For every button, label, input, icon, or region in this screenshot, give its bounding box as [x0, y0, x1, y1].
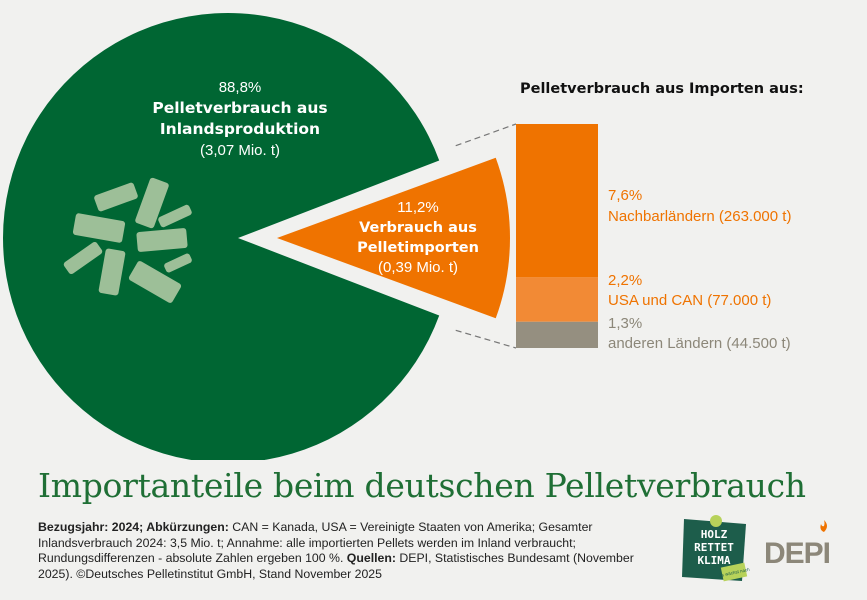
import-amount: (0,39 Mio. t) [378, 259, 458, 276]
segment-label-2: anderen Ländern (44.500 t) [608, 335, 791, 352]
footnote-label-2: Quellen: [346, 551, 396, 565]
pellet-shape-0 [94, 182, 138, 212]
segment-percent-1: 2,2% [608, 272, 642, 289]
pellet-shape-5 [63, 241, 103, 275]
import-label-1: Verbrauch aus [359, 220, 477, 236]
pellet-shape-3 [158, 204, 192, 228]
pie-slice-import [277, 157, 510, 319]
svg-text:DEPI: DEPI [764, 537, 830, 568]
segment-label-1: USA und CAN (77.000 t) [608, 292, 771, 309]
pellets-icon [63, 177, 192, 303]
pellet-shape-7 [128, 261, 182, 303]
pie-of-bar-chart: 88,8% Pelletverbrauch aus Inlandsprodukt… [3, 13, 804, 460]
pellet-shape-2 [72, 213, 126, 243]
inland-label-1: Pelletverbrauch aus [152, 99, 327, 117]
connector-line-top [455, 123, 517, 147]
inland-percent: 88,8% [219, 79, 262, 96]
bar-segment-2 [516, 321, 598, 348]
breakdown-title: Pelletverbrauch aus Importen aus: [520, 81, 804, 97]
pellet-shape-1 [135, 177, 169, 229]
footnote-text-1: CAN = Kanada, USA = Vereinigte Staaten v… [38, 520, 593, 565]
inland-amount: (3,07 Mio. t) [200, 142, 280, 159]
svg-text:RETTET: RETTET [694, 541, 734, 554]
bar-segment-0 [516, 124, 598, 278]
segment-percent-2: 1,3% [608, 315, 642, 332]
segment-percent-0: 7,6% [608, 187, 642, 204]
pellet-shape-8 [164, 253, 192, 273]
svg-text:KLIMA: KLIMA [697, 554, 730, 567]
holz-rettet-klima-logo: HOLZ RETTET KLIMA Es wächst nach [682, 515, 751, 582]
svg-text:HOLZ: HOLZ [701, 528, 728, 541]
pie-slice-inland [3, 13, 440, 460]
inland-label-2: Inlandsproduktion [160, 120, 320, 138]
connector-line-bottom [455, 329, 517, 349]
svg-text:Es wächst nach: Es wächst nach [718, 567, 750, 579]
depi-logo: DEPI [764, 520, 831, 568]
chart-title: Importanteile beim deutschen Pelletverbr… [38, 466, 806, 505]
footnote-label-1: Bezugsjahr: 2024; Abkürzungen: [38, 520, 229, 534]
segment-label-0: Nachbarländern (263.000 t) [608, 208, 791, 225]
footnote-text-2: DEPI, Statistisches Bundesamt (November … [38, 551, 634, 581]
pellet-shape-4 [136, 228, 188, 252]
bar-segment-1 [516, 277, 598, 322]
import-label-2: Pelletimporten [357, 240, 479, 256]
footnote: Bezugsjahr: 2024; Abkürzungen: CAN = Kan… [38, 520, 638, 582]
import-percent: 11,2% [397, 199, 438, 216]
pellet-shape-6 [98, 248, 126, 296]
